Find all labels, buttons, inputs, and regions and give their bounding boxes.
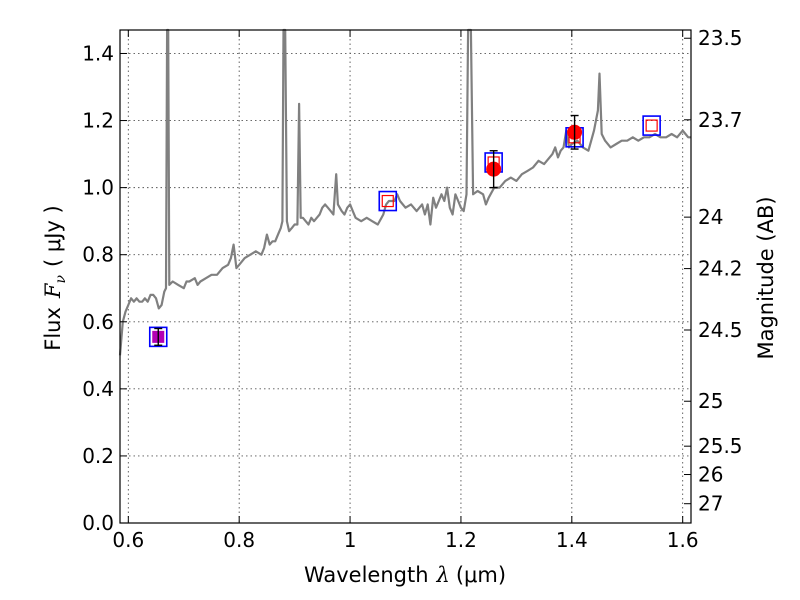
y-tick-label: 1.4 — [82, 41, 114, 65]
model-spectrum-line — [118, 28, 691, 356]
y2-tick-label: 25 — [698, 389, 723, 413]
y2-tick-label: 24.5 — [698, 318, 743, 342]
y-tick-label: 0.6 — [82, 310, 114, 334]
y-tick-label: 1.2 — [82, 109, 114, 133]
y2-tick-label: 26 — [698, 463, 723, 487]
x-tick-label: 1 — [344, 528, 357, 552]
y2-axis-ticks: 23.5 23.7 24 24.2 24.5 25 25.5 26 27 — [684, 26, 743, 516]
y2-tick-label: 24.2 — [698, 257, 743, 281]
y-tick-label: 0.0 — [82, 511, 114, 535]
y2-tick-label: 24 — [698, 205, 723, 229]
x-tick-label: 0.6 — [112, 528, 144, 552]
y2-tick-label: 27 — [698, 492, 723, 516]
y-axis-ticks: 0.0 0.2 0.4 0.6 0.8 1.0 1.2 1.4 — [82, 41, 127, 535]
x-tick-label: 1.6 — [667, 528, 699, 552]
x-axis-label: Wavelength λ (μm) — [304, 563, 506, 587]
x-tick-label: 1.2 — [445, 528, 477, 552]
markers — [148, 114, 661, 348]
y-tick-label: 0.8 — [82, 243, 114, 267]
y-tick-label: 0.2 — [82, 444, 114, 468]
band-square-marker — [645, 119, 658, 132]
x-tick-label: 0.8 — [223, 528, 255, 552]
band-box-marker — [642, 115, 661, 136]
grid-lines — [120, 30, 691, 524]
x-tick-label: 1.4 — [556, 528, 588, 552]
y-tick-label: 0.4 — [82, 377, 114, 401]
band-box-marker — [148, 326, 168, 348]
band-square-marker — [381, 194, 394, 208]
y2-tick-label: 23.5 — [698, 26, 743, 50]
y-tick-label: 1.0 — [82, 176, 114, 200]
y2-tick-label: 23.7 — [698, 108, 743, 132]
x-axis-ticks: 0.6 0.8 1 1.2 1.4 1.6 — [112, 30, 699, 552]
plot-frame — [119, 29, 692, 524]
band-box-marker — [378, 190, 398, 212]
y2-tick-label: 25.5 — [698, 434, 743, 458]
y-axis-label: FluxFν( μJy ) — [41, 205, 69, 350]
y2-axis-label: Magnitude (AB) — [754, 196, 778, 359]
